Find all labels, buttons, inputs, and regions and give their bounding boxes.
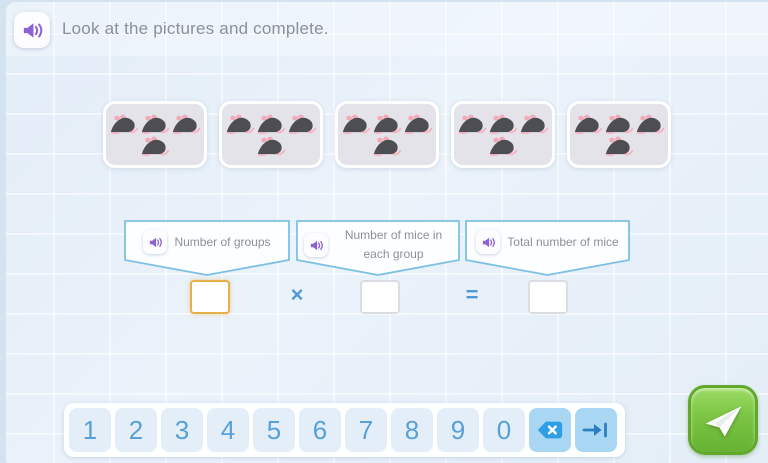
key-4[interactable]: 4: [207, 408, 249, 452]
mouse-icon: [636, 114, 665, 134]
paper-plane-icon: [700, 398, 746, 442]
mouse-group: [103, 101, 207, 168]
submit-button[interactable]: [688, 385, 758, 455]
mouse-icon: [373, 136, 402, 156]
mouse-icon: [574, 114, 603, 134]
speaker-icon: [21, 19, 44, 42]
key-5[interactable]: 5: [253, 408, 295, 452]
key-1[interactable]: 1: [69, 408, 111, 452]
input-mice-per-group[interactable]: [360, 280, 400, 314]
key-3[interactable]: 3: [161, 408, 203, 452]
callout-mice-per-group: Number of mice in each group: [296, 220, 460, 276]
mouse-icon: [404, 114, 433, 134]
mouse-icon: [110, 114, 139, 134]
header: [6, 2, 768, 56]
callout-label: Number of groups: [174, 234, 271, 249]
mouse-icon: [226, 114, 255, 134]
mouse-group: [567, 101, 671, 168]
multiply-symbol: ×: [290, 282, 304, 307]
backspace-key[interactable]: [529, 408, 571, 452]
mouse-group: [451, 101, 555, 168]
input-total-mice[interactable]: [528, 280, 568, 314]
callout-label: Number of mice in each group: [344, 228, 443, 261]
mouse-icon: [489, 136, 518, 156]
mouse-icon: [172, 114, 201, 134]
tab-next-key[interactable]: [575, 408, 617, 452]
mouse-icon: [458, 114, 487, 134]
mouse-icon: [288, 114, 317, 134]
callout-bubble: [465, 220, 630, 276]
mouse-icon: [141, 136, 170, 156]
prompt-text: Look at the pictures and complete.: [62, 19, 329, 38]
input-number-of-groups[interactable]: [190, 280, 230, 314]
key-7[interactable]: 7: [345, 408, 387, 452]
mice-groups-row: [6, 101, 768, 168]
activity-canvas: Look at the pictures and complete.: [6, 2, 768, 463]
callout-bubble: [296, 220, 460, 276]
mouse-icon: [257, 114, 286, 134]
mouse-group: [219, 101, 323, 168]
tab-icon: [582, 419, 610, 441]
mouse-icon: [257, 136, 286, 156]
mouse-icon: [520, 114, 549, 134]
audio-icon[interactable]: [143, 230, 168, 254]
key-6[interactable]: 6: [299, 408, 341, 452]
audio-icon[interactable]: [476, 230, 501, 254]
mouse-icon: [342, 114, 371, 134]
callout-number-of-groups: Number of groups: [124, 220, 290, 276]
backspace-icon: [536, 419, 564, 441]
callout-total-mice: Total number of mice: [465, 220, 630, 276]
equals-symbol: =: [465, 282, 479, 307]
mouse-icon: [141, 114, 170, 134]
mouse-group: [335, 101, 439, 168]
audio-icon[interactable]: [304, 233, 328, 257]
key-2[interactable]: 2: [115, 408, 157, 452]
audio-button[interactable]: [14, 12, 50, 48]
key-0[interactable]: 0: [483, 408, 525, 452]
mouse-icon: [489, 114, 518, 134]
key-8[interactable]: 8: [391, 408, 433, 452]
mouse-icon: [605, 114, 634, 134]
key-9[interactable]: 9: [437, 408, 479, 452]
mouse-icon: [373, 114, 402, 134]
callout-label: Total number of mice: [507, 234, 619, 249]
mouse-icon: [605, 136, 634, 156]
